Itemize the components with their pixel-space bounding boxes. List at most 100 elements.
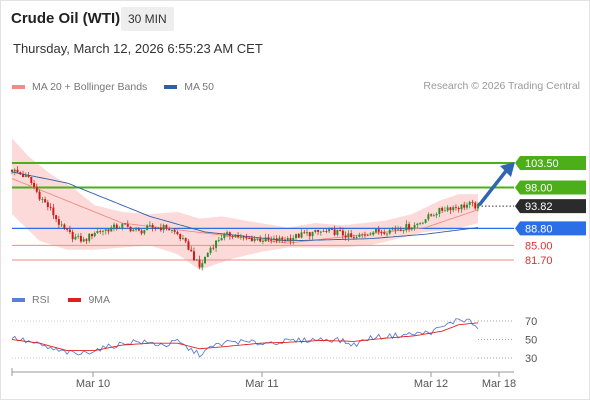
candle-body xyxy=(347,233,350,238)
legend-item-rsi: RSI xyxy=(12,294,50,306)
level-badge-81.70: 81.70 xyxy=(525,255,553,267)
candle xyxy=(358,232,361,238)
candle-body xyxy=(319,231,322,233)
candle-body xyxy=(228,232,231,237)
candle-body xyxy=(292,238,295,241)
candle-body xyxy=(248,237,251,239)
candle-body xyxy=(57,219,60,225)
candle xyxy=(297,232,300,239)
candle xyxy=(347,230,350,242)
x-axis: Mar 10 Mar 11 Mar 12 Mar 18 xyxy=(11,368,516,390)
candle-body xyxy=(457,207,460,210)
candle xyxy=(187,239,190,251)
candle xyxy=(410,226,413,232)
candle-body xyxy=(137,228,140,231)
candle-body xyxy=(314,229,317,232)
candle-body xyxy=(358,234,361,237)
candle xyxy=(432,213,435,217)
level-badge-bg xyxy=(515,156,586,170)
legend-label-ma50: MA 50 xyxy=(184,81,214,93)
rsi-legend: RSI 9MA xyxy=(12,293,126,306)
candle-body xyxy=(245,236,248,238)
candle-body xyxy=(66,228,69,230)
candle-body xyxy=(132,229,135,232)
candle-body xyxy=(176,231,179,235)
candle xyxy=(394,225,397,234)
candle-body xyxy=(306,232,309,234)
candle xyxy=(118,226,121,230)
rsi-tick-70: 70 xyxy=(525,316,537,328)
candle-body xyxy=(283,239,286,241)
candle-body xyxy=(474,202,477,209)
candle xyxy=(352,234,355,240)
candle xyxy=(366,234,369,236)
interval-badge[interactable]: 30 MIN xyxy=(121,7,174,31)
candle-body xyxy=(363,234,366,236)
candle xyxy=(308,231,311,240)
candle-body xyxy=(341,230,344,236)
projection-arrow-shaft xyxy=(478,169,508,206)
candle-body xyxy=(71,232,74,240)
candle-body xyxy=(322,231,325,232)
candle-body xyxy=(190,249,193,252)
legend-swatch-ma50 xyxy=(164,85,178,89)
candle-body xyxy=(317,229,320,232)
x-tick-label: Mar 12 xyxy=(414,378,448,390)
candle xyxy=(454,204,457,211)
candle xyxy=(275,235,278,244)
research-credit: Research © 2026 Trading Central xyxy=(423,80,580,92)
candle-body xyxy=(231,236,234,237)
candle xyxy=(261,238,264,245)
candle-body xyxy=(264,237,267,242)
candle xyxy=(474,201,477,210)
candle xyxy=(93,231,96,238)
candle-body xyxy=(259,238,262,242)
candle-body xyxy=(77,235,80,237)
candle xyxy=(226,230,229,238)
candle xyxy=(441,206,444,213)
candle-body xyxy=(297,234,300,238)
candle-body xyxy=(272,238,275,240)
candle-body xyxy=(275,238,278,242)
candle-body xyxy=(446,207,449,211)
candle-body xyxy=(168,228,171,231)
candle-body xyxy=(430,214,433,216)
candle xyxy=(11,169,13,175)
candle-body xyxy=(85,239,88,241)
candle-body xyxy=(427,214,430,220)
candle xyxy=(355,235,358,240)
candle-body xyxy=(13,169,16,172)
candle xyxy=(369,232,372,236)
candle xyxy=(13,168,16,176)
candle-body xyxy=(308,232,311,237)
candle xyxy=(74,233,77,241)
rsi-panel: 70 50 30 xyxy=(11,316,537,365)
candle xyxy=(267,234,270,243)
candles xyxy=(11,166,479,271)
timestamp: Thursday, March 12, 2026 6:55:23 AM CET xyxy=(13,41,263,56)
candle-body xyxy=(256,238,259,240)
candle-body xyxy=(206,252,209,257)
candle xyxy=(427,212,430,222)
candle xyxy=(388,228,391,235)
candle xyxy=(52,203,55,220)
candle xyxy=(198,255,201,270)
level-badge-text: 81.70 xyxy=(525,255,553,267)
candle-body xyxy=(79,235,82,242)
candle xyxy=(146,224,149,231)
candle xyxy=(49,203,52,211)
instrument-title: Crude Oil (WTI) xyxy=(11,10,121,27)
candle xyxy=(63,223,66,230)
candle xyxy=(30,176,33,186)
candle xyxy=(259,235,262,243)
candle-body xyxy=(380,231,383,233)
candle-body xyxy=(22,174,25,178)
candle xyxy=(19,171,22,175)
candle xyxy=(242,235,245,241)
candle-body xyxy=(126,224,129,227)
candle-body xyxy=(93,232,96,237)
level-badge-text: 98.00 xyxy=(525,182,553,194)
candle-body xyxy=(154,227,157,229)
candle-body xyxy=(46,202,49,207)
